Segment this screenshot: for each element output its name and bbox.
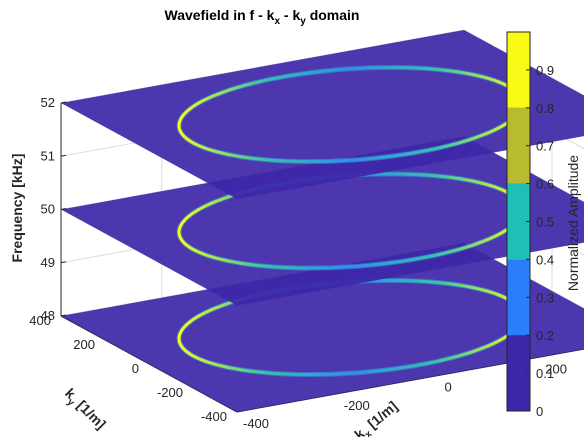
z-tick-label: 48 <box>41 308 55 323</box>
colorbar-tick-label: 0.2 <box>536 328 554 343</box>
y-tick-label: -400 <box>201 409 227 424</box>
colorbar-tick-label: 0.6 <box>536 177 554 192</box>
colorbar-label: Normalized Amplitude <box>565 155 581 291</box>
slice-52khz <box>61 30 584 199</box>
colorbar-band <box>507 107 530 184</box>
colorbar-tick-label: 0.5 <box>536 215 554 230</box>
colorbar-tick-label: 0.8 <box>536 101 554 116</box>
z-tick-mark <box>60 261 67 264</box>
x-tick-label: 0 <box>445 380 452 395</box>
colorbar-band <box>507 32 530 108</box>
wavefield-ring <box>177 66 524 163</box>
y-tick-label: 400 <box>29 313 51 328</box>
colorbar-tick-label: 0.1 <box>536 366 554 381</box>
z-tick-label: 49 <box>41 255 55 270</box>
y-tick-label: -200 <box>157 385 183 400</box>
chart-title: Wavefield in f - kx - ky domain <box>165 7 360 27</box>
colorbar-band <box>507 183 530 260</box>
colorbar-tick-label: 0.9 <box>536 63 554 78</box>
frequency-slices <box>61 30 584 412</box>
colorbar: 0 0.1 0.2 0.3 0.4 0.5 0.6 0.7 0.8 0.9 <box>506 31 554 419</box>
y-axis-label: ky [1/m] <box>59 385 109 435</box>
z-tick-label: 52 <box>41 95 55 110</box>
z-axis-label: Frequency [kHz] <box>9 154 25 263</box>
z-tick-label: 51 <box>41 148 55 163</box>
colorbar-tick-label: 0.3 <box>536 290 554 305</box>
colorbar-band <box>507 259 530 336</box>
colorbar-tick-label: 0.7 <box>536 139 554 154</box>
z-tick-mark <box>60 208 67 210</box>
colorbar-band <box>507 335 530 411</box>
colorbar-tick-label: 0.4 <box>536 252 554 267</box>
y-tick-label: 0 <box>132 361 139 376</box>
x-tick-label: -400 <box>243 416 269 431</box>
colorbar-tick-label: 0 <box>536 404 543 419</box>
z-tick-mark <box>60 154 67 157</box>
z-tick-label: 50 <box>41 202 55 217</box>
z-tick-mark <box>60 314 67 317</box>
y-tick-label: 200 <box>73 337 95 352</box>
x-tick-label: -200 <box>344 398 370 413</box>
x-tick-label: 200 <box>545 361 567 376</box>
z-tick-mark <box>60 101 67 104</box>
